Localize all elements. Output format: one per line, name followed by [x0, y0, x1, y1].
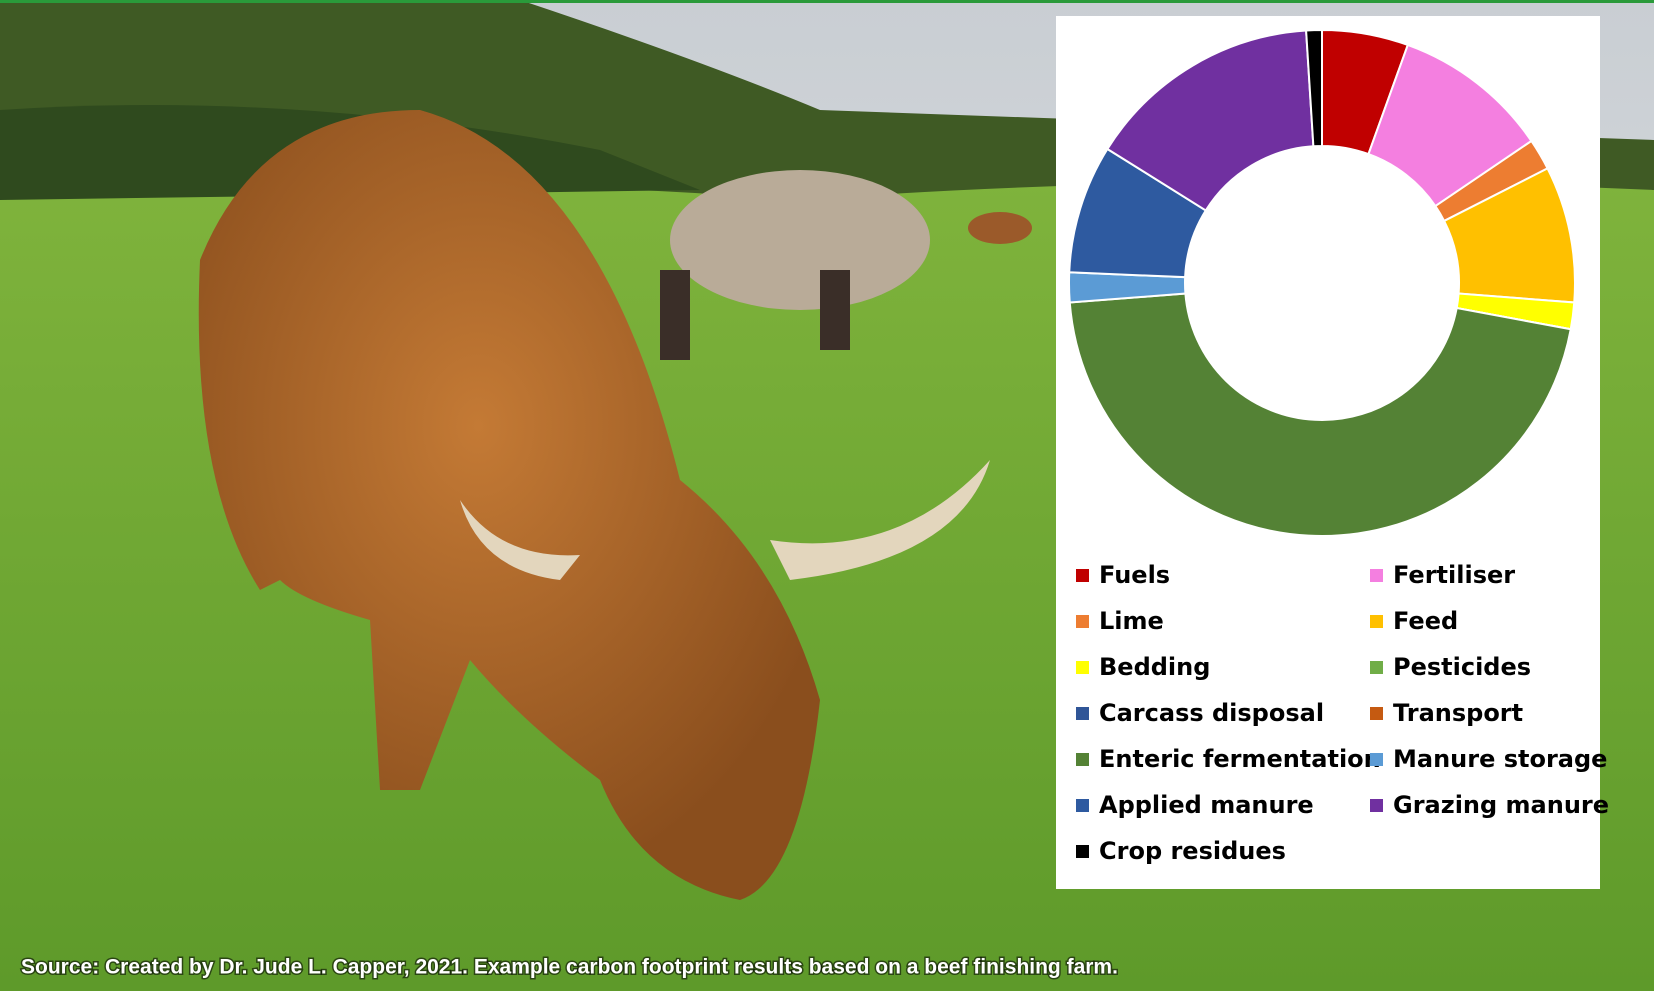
- legend-label: Enteric fermentation: [1099, 745, 1381, 773]
- legend-swatch: [1370, 707, 1383, 720]
- page: Source: Created by Dr. Jude L. Capper, 2…: [0, 0, 1654, 991]
- legend-label: Applied manure: [1099, 791, 1314, 819]
- legend-label: Bedding: [1099, 653, 1210, 681]
- legend-label: Carcass disposal: [1099, 699, 1324, 727]
- legend-label: Fuels: [1099, 561, 1170, 589]
- legend-swatch: [1076, 707, 1089, 720]
- legend-swatch: [1370, 661, 1383, 674]
- source-caption: Source: Created by Dr. Jude L. Capper, 2…: [21, 956, 1118, 979]
- legend-swatch: [1076, 799, 1089, 812]
- legend-swatch: [1076, 753, 1089, 766]
- legend-label: Pesticides: [1393, 653, 1531, 681]
- legend-swatch: [1370, 799, 1383, 812]
- legend-swatch: [1076, 845, 1089, 858]
- legend-swatch: [1076, 615, 1089, 628]
- legend-swatch: [1370, 569, 1383, 582]
- legend-swatch: [1370, 615, 1383, 628]
- legend-label: Crop residues: [1099, 837, 1286, 865]
- slide: Source: Created by Dr. Jude L. Capper, 2…: [0, 0, 1654, 991]
- legend-label: Lime: [1099, 607, 1164, 635]
- legend-label: Fertiliser: [1393, 561, 1515, 589]
- legend-swatch: [1370, 753, 1383, 766]
- legend-swatch: [1076, 569, 1089, 582]
- legend-label: Feed: [1393, 607, 1458, 635]
- legend-label: Grazing manure: [1393, 791, 1609, 819]
- legend-label: Manure storage: [1393, 745, 1607, 773]
- legend-label: Transport: [1393, 699, 1523, 727]
- legend-swatch: [1076, 661, 1089, 674]
